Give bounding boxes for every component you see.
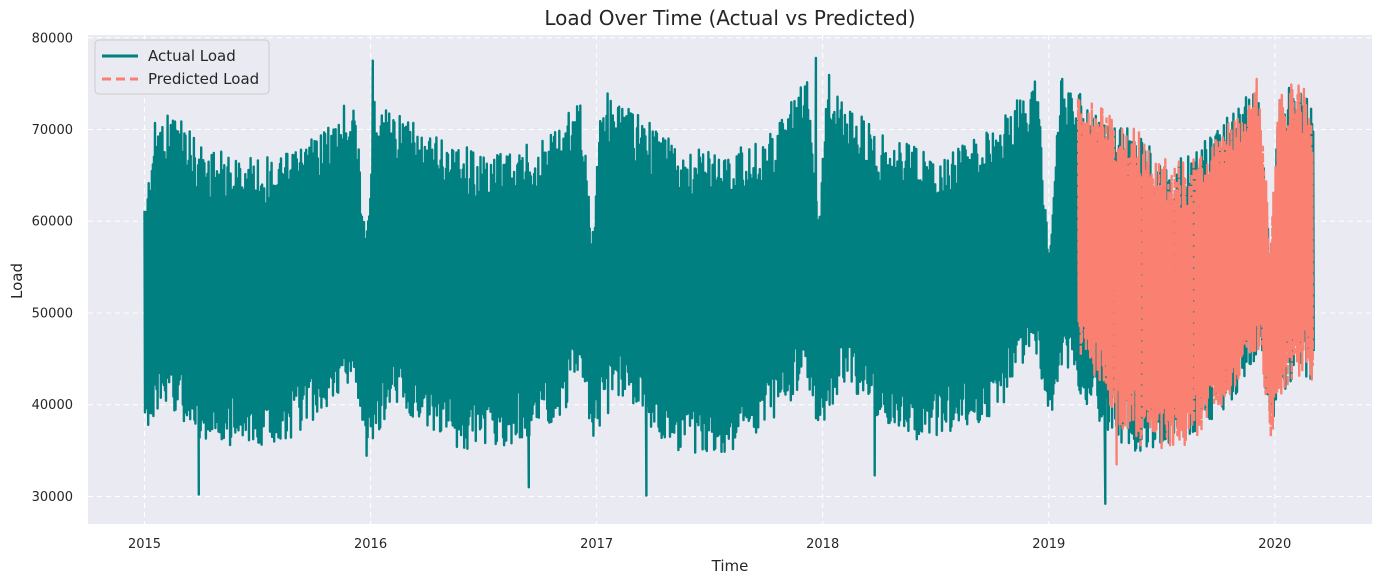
legend-label-actual: Actual Load [148, 47, 236, 65]
legend-label-predicted: Predicted Load [148, 70, 259, 88]
x-tick-label: 2015 [128, 537, 161, 552]
chart-title: Load Over Time (Actual vs Predicted) [544, 6, 915, 30]
y-tick-label: 30000 [32, 490, 73, 505]
y-axis-label: Load [8, 263, 26, 299]
x-tick-label: 2018 [806, 537, 839, 552]
data-layer [143, 56, 1315, 505]
x-tick-label: 2019 [1032, 537, 1065, 552]
x-tick-label: 2016 [354, 537, 387, 552]
y-tick-label: 60000 [32, 215, 73, 230]
legend-box [94, 39, 270, 95]
x-tick-label: 2020 [1258, 537, 1291, 552]
y-tick-label: 50000 [32, 306, 73, 321]
y-tick-label: 80000 [32, 31, 73, 46]
ticks: 2015 2016 2017 2018 2019 2020 30000 40000 50000 6… [32, 31, 1292, 552]
x-tick-label: 2017 [580, 537, 613, 552]
series-predicted-load [1076, 77, 1314, 466]
y-tick-label: 40000 [32, 398, 73, 413]
legend: Actual Load Predicted Load [94, 39, 270, 95]
x-axis-label: Time [711, 557, 749, 575]
y-tick-label: 70000 [32, 123, 73, 138]
